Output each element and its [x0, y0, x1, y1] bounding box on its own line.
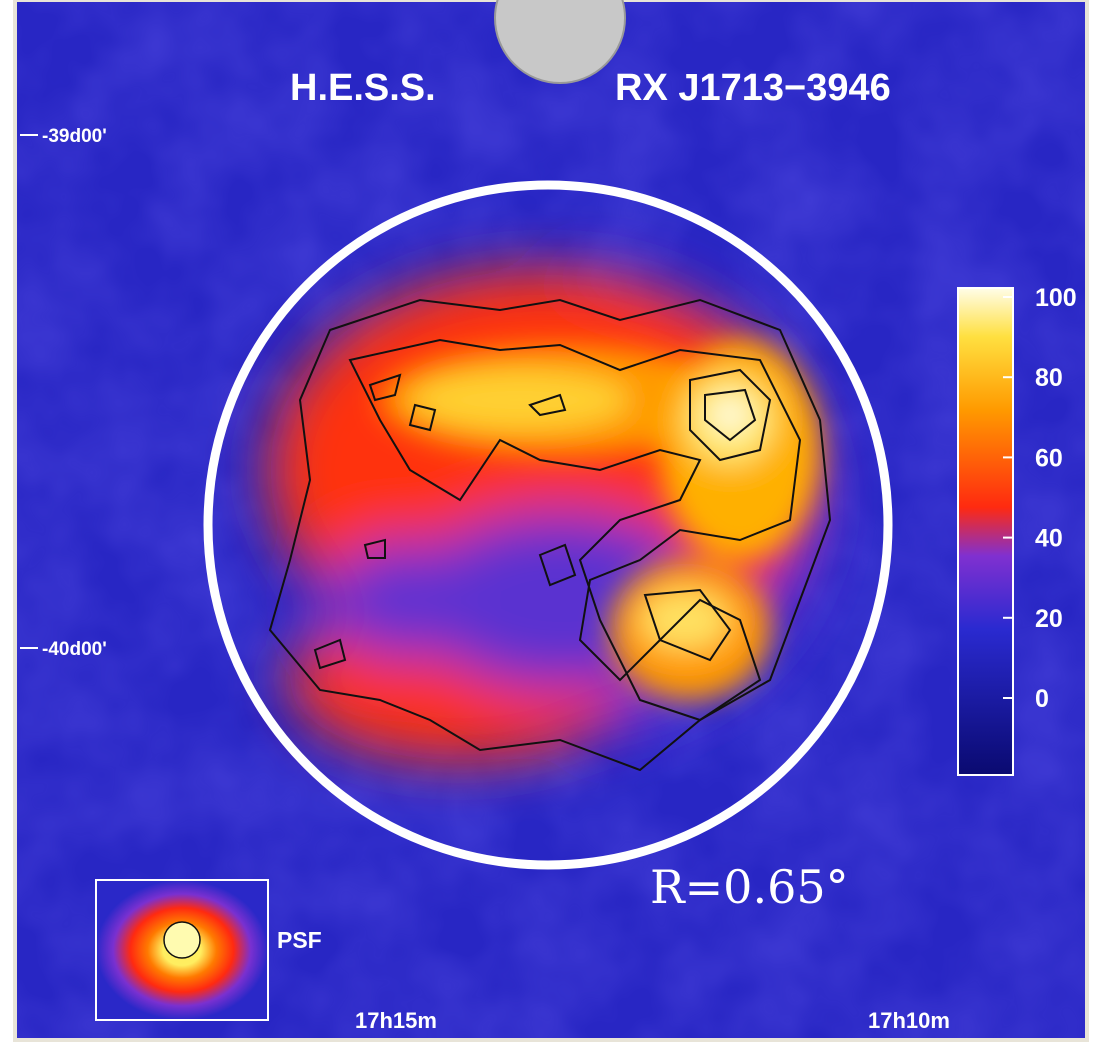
- colorbar: [958, 288, 1013, 775]
- source-name: RX J1713−3946: [615, 67, 891, 109]
- dec-label: -40d00': [42, 639, 107, 660]
- psf-label: PSF: [277, 927, 322, 953]
- sky-map: H.E.S.S. RX J1713−3946 -39d00' -40d00' 1…: [0, 0, 1093, 1048]
- ra-label: 17h10m: [868, 1008, 950, 1033]
- colorbar-tick-label: 80: [1035, 364, 1063, 392]
- page: H.E.S.S. RX J1713−3946 -39d00' -40d00' 1…: [0, 0, 1093, 1048]
- psf-core: [164, 922, 200, 958]
- instrument: H.E.S.S.: [290, 67, 436, 109]
- colorbar-tick-label: 20: [1035, 605, 1063, 633]
- dec-label: -39d00': [42, 126, 107, 147]
- radius-annotation: R=0.65°: [650, 860, 849, 914]
- ra-label: 17h15m: [355, 1008, 437, 1033]
- colorbar-tick-label: 60: [1035, 444, 1063, 472]
- colorbar-tick-label: 0: [1035, 685, 1049, 713]
- colorbar-tick-label: 40: [1035, 525, 1063, 553]
- colorbar-tick-label: 100: [1035, 284, 1077, 312]
